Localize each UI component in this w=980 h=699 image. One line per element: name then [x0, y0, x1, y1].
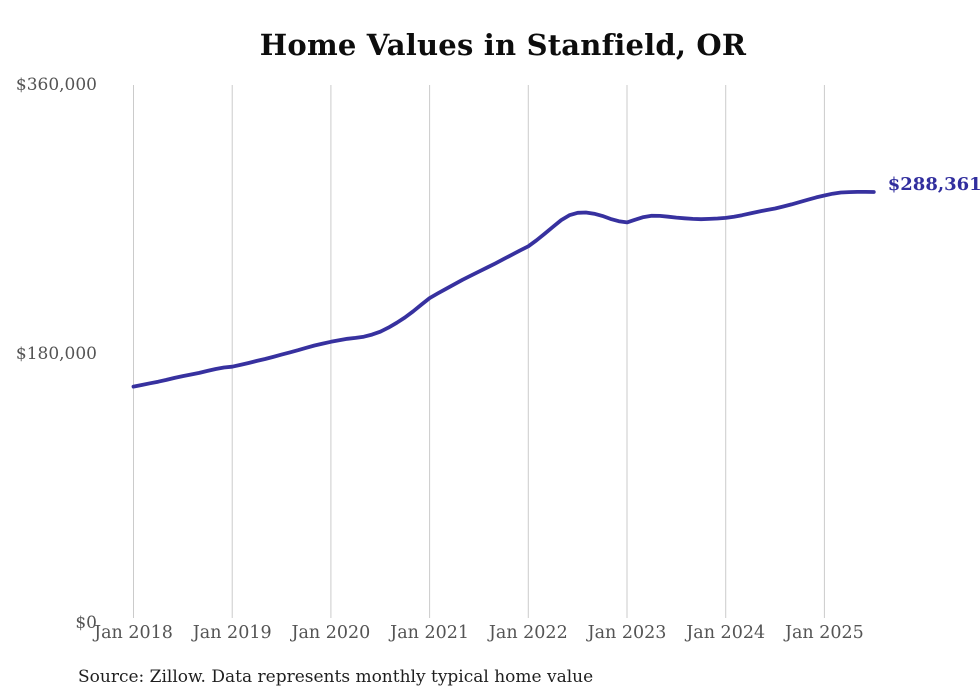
end-value-label: $288,361	[887, 173, 980, 195]
source-note: Source: Zillow. Data represents monthly …	[78, 667, 594, 687]
y-axis-label: $360,000	[15, 75, 97, 95]
x-axis-label: Jan 2024	[686, 623, 766, 643]
y-axis-label: $180,000	[15, 343, 97, 364]
x-axis-label: Jan 2025	[784, 623, 864, 643]
x-axis-label: Jan 2023	[587, 623, 667, 643]
y-axis-label: $0	[75, 612, 97, 633]
value-line	[131, 190, 876, 389]
x-axis-label: Jan 2022	[488, 623, 568, 643]
x-axis-label: Jan 2020	[291, 623, 371, 643]
x-axis-label: Jan 2018	[94, 623, 173, 643]
x-axis-label: Jan 2021	[390, 623, 470, 643]
x-axis-label: Jan 2019	[192, 623, 272, 643]
chart-title: Home Values in Stanfield, OR	[259, 28, 747, 62]
